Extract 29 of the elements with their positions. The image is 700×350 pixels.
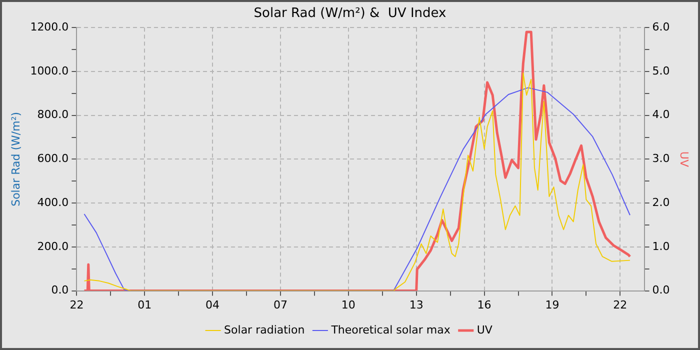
legend-label: UV [476, 323, 493, 336]
y-tick-label: 1000.0 [30, 64, 69, 78]
y2-tick-label: 6.0 [652, 20, 670, 34]
y2-tick-label: 0.0 [652, 284, 670, 297]
x-tick-label: 01 [138, 298, 152, 312]
x-tick-label: 22 [613, 298, 628, 312]
y2-tick-label: 3.0 [652, 152, 670, 166]
y2-tick-label: 4.0 [652, 108, 670, 122]
y-tick-label: 0.0 [51, 284, 69, 297]
x-tick-label: 13 [409, 298, 424, 312]
x-tick-label: 10 [341, 298, 356, 312]
y2-tick-label: 1.0 [652, 240, 670, 253]
y-tick-label: 1200.0 [30, 20, 69, 34]
y2-axis-title: UV [678, 151, 691, 168]
y-tick-label: 600.0 [37, 152, 69, 166]
y-tick-label: 400.0 [37, 196, 69, 209]
y-tick-label: 800.0 [37, 108, 69, 122]
chart-title: Solar Rad (W/m²) & UV Index [254, 6, 447, 22]
x-tick-label: 22 [70, 298, 84, 312]
x-tick-label: 07 [273, 298, 288, 312]
x-tick-label: 04 [206, 298, 220, 312]
x-tick-label: 16 [477, 298, 492, 312]
y-axis-title: Solar Rad (W/m²) [9, 112, 22, 206]
y2-tick-label: 2.0 [652, 196, 670, 209]
y2-tick-label: 5.0 [652, 64, 670, 78]
y-tick-label: 200.0 [37, 240, 69, 253]
legend-label: Solar radiation [224, 323, 305, 336]
legend-label: Theoretical solar max [330, 323, 451, 336]
x-tick-label: 19 [545, 298, 560, 312]
